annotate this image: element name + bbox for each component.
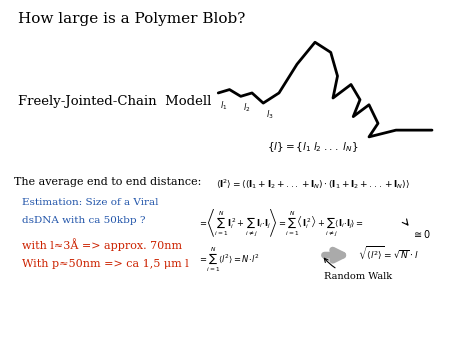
Text: Random Walk: Random Walk xyxy=(324,258,392,281)
Text: The average end to end distance:: The average end to end distance: xyxy=(14,177,201,188)
Text: $\left\langle \mathbf{l}^2\right\rangle = \left\langle \left(\mathbf{l}_1+\mathb: $\left\langle \mathbf{l}^2\right\rangle … xyxy=(216,177,410,191)
Text: How large is a Polymer Blob?: How large is a Polymer Blob? xyxy=(18,12,245,26)
Text: Estimation: Size of a Viral: Estimation: Size of a Viral xyxy=(22,198,159,207)
Text: with l≈3Å => approx. 70nm: with l≈3Å => approx. 70nm xyxy=(22,238,183,251)
Text: $=\!\sum_{i=1}^{N}\!\left\langle l^2\right\rangle = N\!\cdot\!l^2$: $=\!\sum_{i=1}^{N}\!\left\langle l^2\rig… xyxy=(198,245,260,274)
Text: $\{l\}=\{l_1\;l_2\;...\;l_N\}$: $\{l\}=\{l_1\;l_2\;...\;l_N\}$ xyxy=(267,140,358,154)
Text: $l_2$: $l_2$ xyxy=(243,101,250,114)
Text: $l_3$: $l_3$ xyxy=(266,108,274,121)
Text: Freely-Jointed-Chain  Modell: Freely-Jointed-Chain Modell xyxy=(18,95,212,107)
Text: $\cong 0$: $\cong 0$ xyxy=(412,228,431,240)
Text: $=\!\left\langle\sum_{i=1}^{N}\mathbf{l}_i^{\,2}+\sum_{i\neq j}\mathbf{l}_i\!\cd: $=\!\left\langle\sum_{i=1}^{N}\mathbf{l}… xyxy=(198,208,364,239)
Text: $\sqrt{\left\langle l^2\right\rangle}=\sqrt{N}\cdot l$: $\sqrt{\left\langle l^2\right\rangle}=\s… xyxy=(358,245,418,263)
Text: dsDNA with ca 50kbp ?: dsDNA with ca 50kbp ? xyxy=(22,216,146,225)
Text: With p≈50nm => ca 1,5 μm l: With p≈50nm => ca 1,5 μm l xyxy=(22,259,189,269)
Text: $l_1$: $l_1$ xyxy=(220,100,228,112)
